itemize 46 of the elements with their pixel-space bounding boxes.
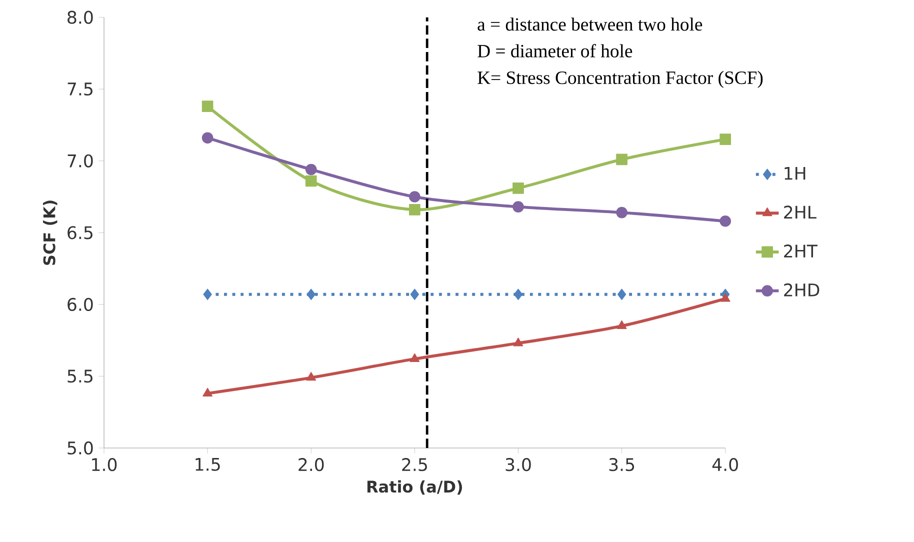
x-tick-label: 1.0 [92, 458, 117, 472]
y-tick-label: 8.0 [68, 10, 93, 24]
point [202, 388, 213, 396]
annotation: K= Stress Concentration Factor (SCF) [478, 70, 763, 88]
y-tick-label: 7.0 [68, 154, 93, 168]
point [720, 216, 731, 227]
point [202, 100, 214, 112]
point [514, 288, 523, 300]
x-tick-label: 2.5 [402, 458, 427, 472]
point [305, 164, 317, 176]
point [512, 201, 524, 212]
y-tick-label: 5.5 [68, 370, 92, 383]
point [203, 288, 212, 300]
x-tick-label: 1.5 [196, 458, 220, 471]
point [410, 353, 420, 362]
point [513, 338, 524, 346]
point [410, 288, 420, 300]
annotation: a = distance between two hole [478, 18, 702, 31]
legend-label: 2HL [784, 206, 816, 219]
y-tick-label: 6.0 [68, 298, 93, 311]
y-tick-label: 7.5 [68, 82, 92, 96]
annotation: D = diameter of hole [478, 44, 632, 58]
point [202, 132, 214, 144]
point [512, 182, 524, 194]
point [617, 288, 626, 300]
legend-label: 1H [784, 167, 806, 180]
legend-label: 2HT [784, 244, 818, 258]
y-tick-label: 6.5 [68, 226, 92, 240]
x-tick-label: 3.0 [506, 458, 531, 472]
y-axis-title: SCF (K) [43, 200, 58, 265]
x-tick-label: 4.0 [712, 458, 738, 472]
point [616, 154, 628, 166]
point [616, 320, 627, 329]
legend-label: 2HD [784, 283, 820, 296]
y-tick-label: 5.0 [68, 441, 93, 455]
point [305, 175, 317, 187]
point [616, 206, 628, 218]
point [409, 204, 420, 216]
point [720, 134, 731, 146]
point [409, 191, 420, 202]
x-tick-label: 2.0 [298, 458, 324, 472]
x-tick-label: 3.5 [609, 458, 634, 472]
point [720, 293, 730, 302]
x-axis-title: Ratio (a/D) [367, 480, 462, 495]
point [306, 288, 316, 300]
point [306, 372, 316, 381]
